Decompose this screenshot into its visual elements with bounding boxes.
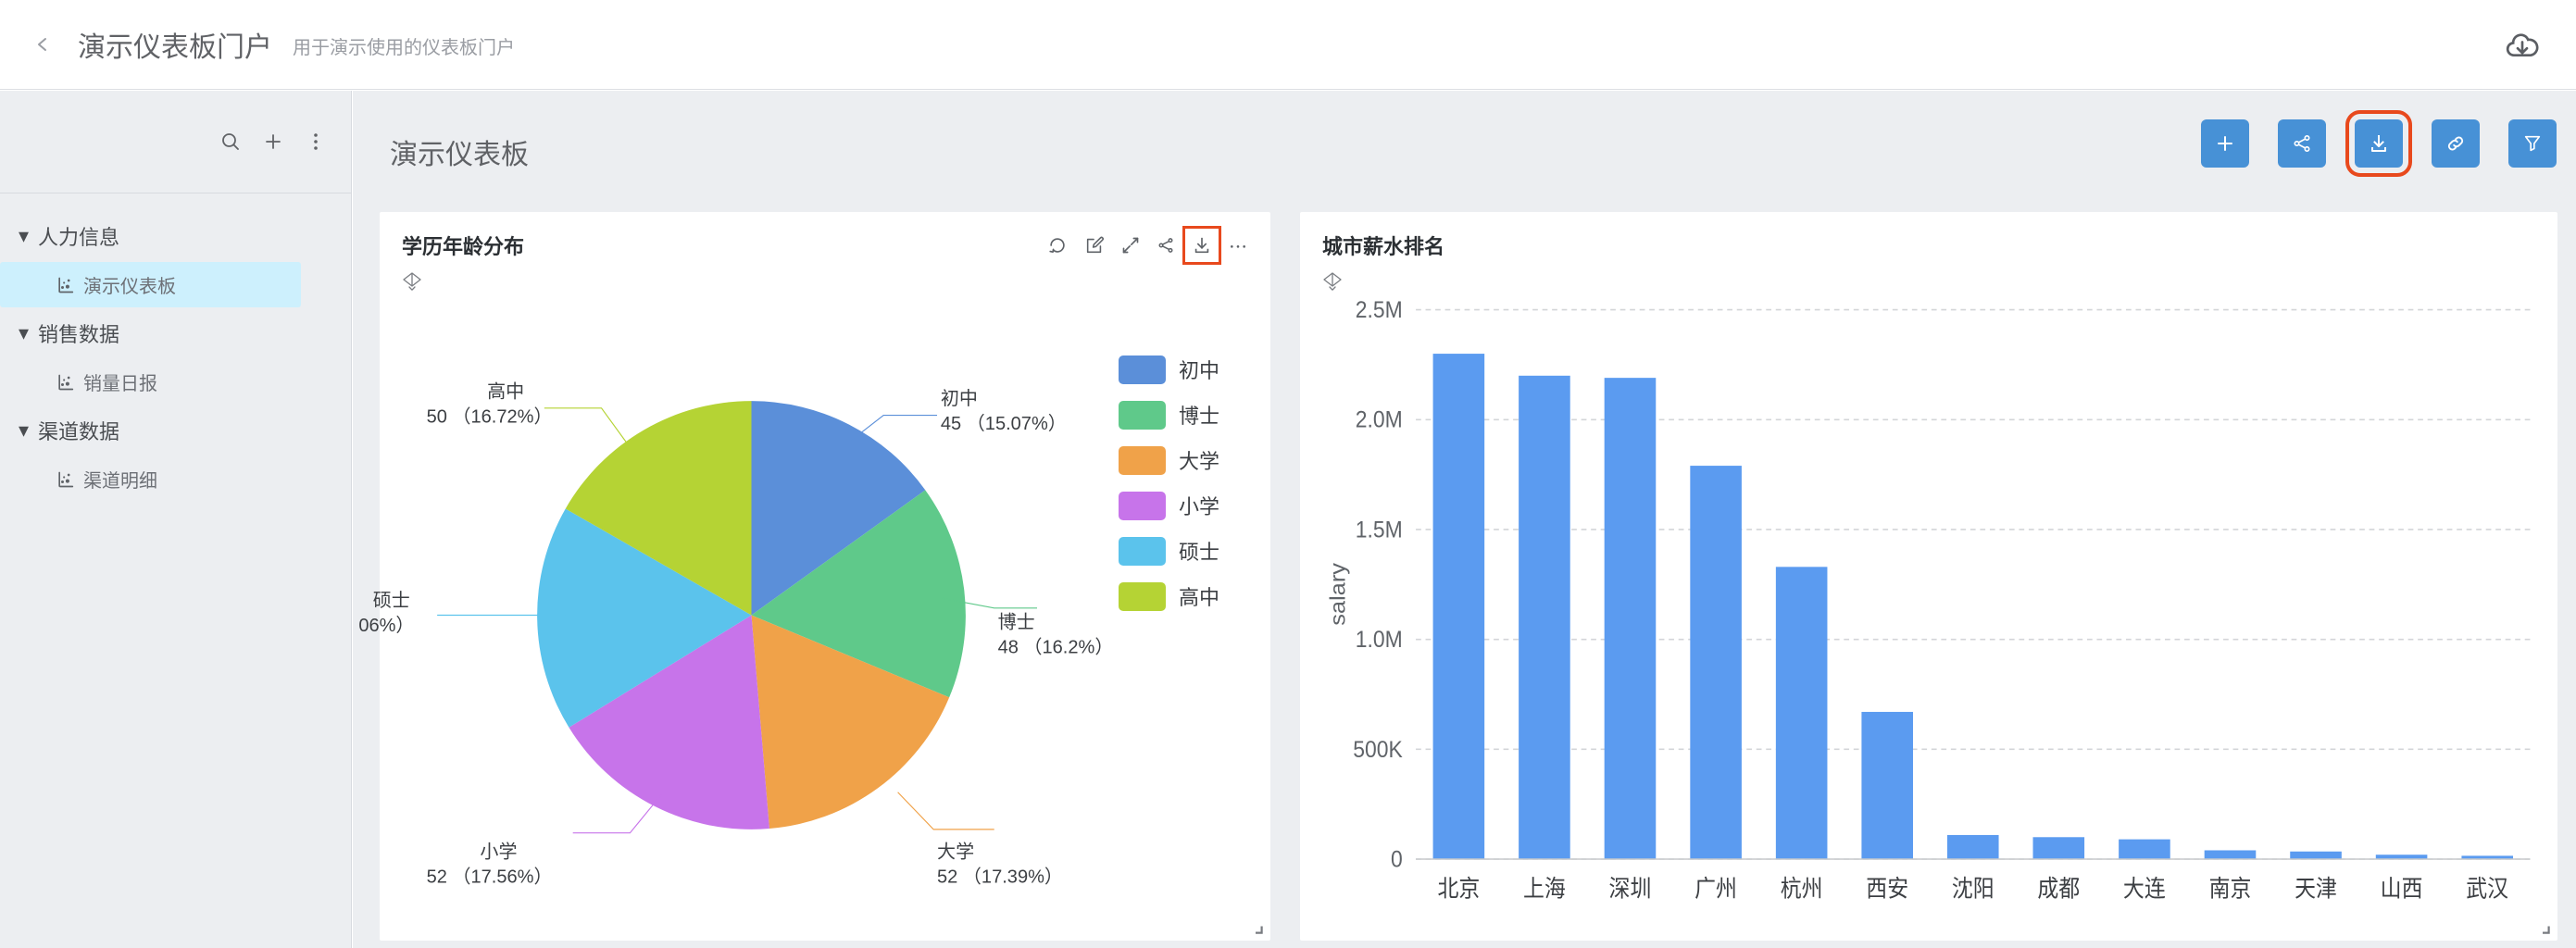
svg-text:南京: 南京 <box>2209 876 2252 902</box>
svg-text:50 （16.72%）: 50 （16.72%） <box>427 405 553 427</box>
svg-text:500K: 500K <box>1353 737 1402 763</box>
svg-text:2.0M: 2.0M <box>1356 407 1403 433</box>
svg-text:初中: 初中 <box>941 388 978 409</box>
svg-text:杭州: 杭州 <box>1781 876 1823 902</box>
svg-text:上海: 上海 <box>1523 876 1566 902</box>
svg-text:大学: 大学 <box>937 842 974 863</box>
svg-text:0: 0 <box>1391 846 1403 872</box>
svg-text:博士: 博士 <box>998 611 1035 632</box>
svg-text:沈阳: 沈阳 <box>1952 876 1995 902</box>
svg-text:西安: 西安 <box>1866 876 1908 902</box>
svg-text:硕士: 硕士 <box>373 590 410 611</box>
svg-text:北京: 北京 <box>1437 876 1480 902</box>
svg-text:1.0M: 1.0M <box>1356 627 1403 653</box>
svg-text:48 （16.2%）: 48 （16.2%） <box>998 636 1114 657</box>
svg-text:45 （15.07%）: 45 （15.07%） <box>941 413 1067 434</box>
svg-text:高中: 高中 <box>487 380 524 402</box>
svg-text:1.5M: 1.5M <box>1356 517 1403 543</box>
svg-text:天津: 天津 <box>2295 876 2337 902</box>
svg-text:小学: 小学 <box>480 842 517 863</box>
svg-text:深圳: 深圳 <box>1609 876 1652 902</box>
svg-text:大连: 大连 <box>2123 876 2166 902</box>
svg-text:52 （17.39%）: 52 （17.39%） <box>937 867 1063 888</box>
svg-text:salary: salary <box>1327 562 1351 626</box>
svg-text:山西: 山西 <box>2381 876 2423 902</box>
svg-text:广州: 广州 <box>1694 876 1737 902</box>
svg-text:52 （17.56%）: 52 （17.56%） <box>427 867 553 888</box>
svg-text:成都: 成都 <box>2037 876 2080 902</box>
svg-text:2.5M: 2.5M <box>1356 300 1403 323</box>
svg-text:06%）: 06%） <box>358 615 414 636</box>
svg-text:武汉: 武汉 <box>2466 876 2508 902</box>
